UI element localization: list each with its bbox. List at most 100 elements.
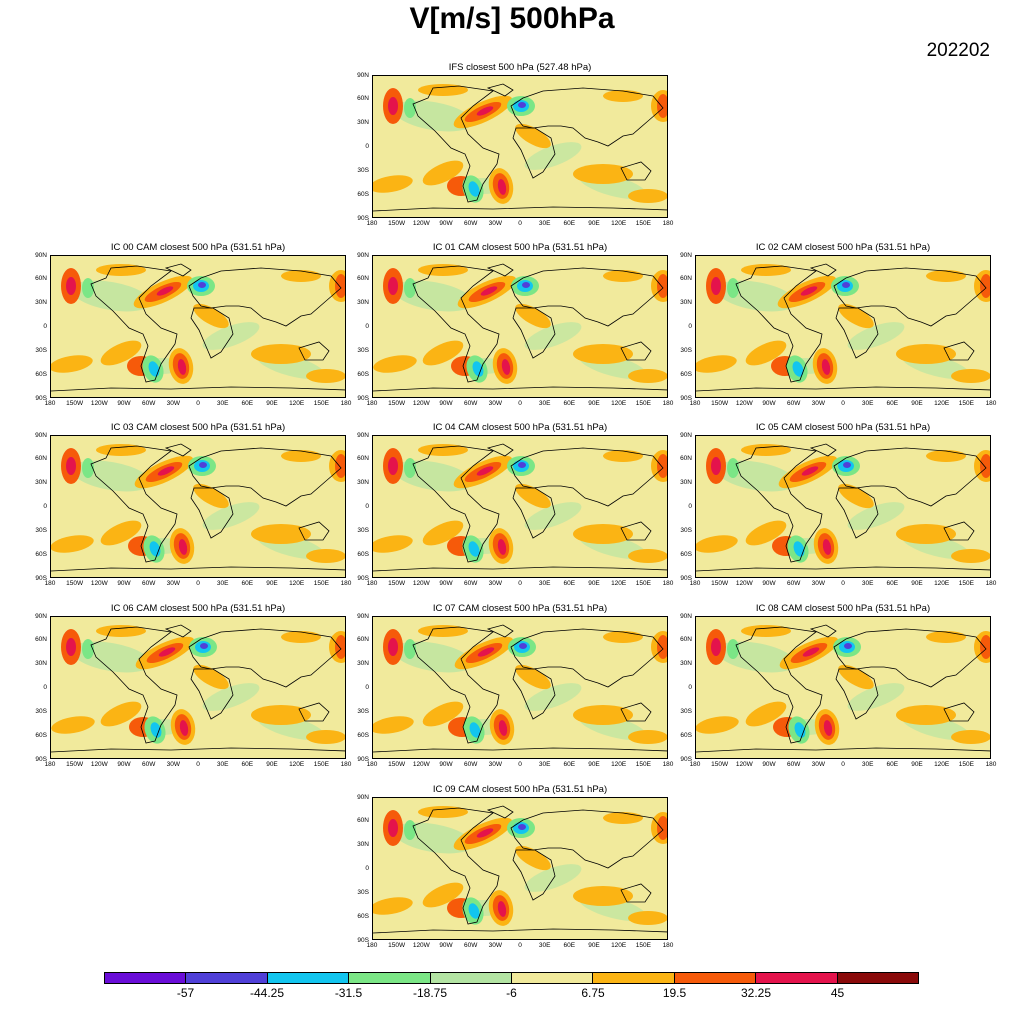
lon-tick-label: 60E	[886, 761, 899, 768]
lon-tick-label: 120E	[934, 580, 950, 587]
lon-tick-label: 180	[366, 942, 378, 949]
map-panel-ic07: IC 07 CAM closest 500 hPa (531.51 hPa)	[372, 603, 668, 769]
lon-tick-label: 30W	[811, 400, 826, 407]
lon-tick-label: 60W	[463, 400, 478, 407]
lon-tick-label: 150W	[388, 220, 406, 227]
lat-tick-label: 90N	[357, 71, 369, 79]
lon-tick-label: 150E	[635, 942, 651, 949]
lon-tick-label: 120W	[735, 400, 753, 407]
lon-tick-label: 90E	[266, 761, 278, 768]
map-plot	[50, 255, 346, 398]
lon-tick-label: 180	[662, 400, 674, 407]
lon-tick-label: 90W	[439, 400, 453, 407]
lat-tick-label: 0	[365, 323, 369, 330]
lat-tick-label: 30N	[680, 479, 692, 487]
lon-tick-label: 180	[985, 761, 997, 768]
lon-tick-label: 90W	[439, 942, 453, 949]
lat-tick-label: 60N	[680, 275, 692, 283]
lon-tick-label: 30E	[538, 400, 551, 407]
lon-tick-label: 180	[44, 580, 56, 587]
lat-tick-label: 90N	[357, 612, 369, 620]
lon-tick-label: 90W	[762, 400, 776, 407]
lat-tick-label: 0	[365, 684, 369, 691]
colorbar-segment	[674, 973, 757, 983]
lon-tick-label: 150E	[313, 761, 329, 768]
lat-tick-label: 30S	[680, 346, 692, 354]
panel-title: IC 05 CAM closest 500 hPa (531.51 hPa)	[755, 422, 931, 433]
lat-tick-label: 60N	[357, 275, 369, 283]
lon-tick-label: 90E	[588, 220, 600, 227]
lon-tick-label: 60E	[241, 580, 254, 587]
colorbar-segment	[349, 973, 431, 983]
map-panel-ic05: IC 05 CAM closest 500 hPa (531.51 hPa)	[695, 422, 991, 588]
lon-tick-label: 180	[366, 220, 378, 227]
lon-tick-label: 90W	[762, 580, 776, 587]
lon-tick-label: 120W	[412, 400, 430, 407]
lon-tick-label: 0	[518, 942, 522, 949]
panel-title: IC 04 CAM closest 500 hPa (531.51 hPa)	[432, 422, 608, 433]
lat-tick-label: 90S	[35, 755, 47, 763]
lat-tick-label: 30N	[680, 299, 692, 307]
colorbar-segment	[512, 973, 594, 983]
lon-tick-label: 150W	[711, 400, 729, 407]
lon-tick-label: 0	[518, 580, 522, 587]
lon-tick-label: 120W	[412, 761, 430, 768]
lon-tick-label: 150W	[66, 580, 84, 587]
lon-tick-label: 30E	[538, 580, 551, 587]
lat-tick-label: 30N	[357, 119, 369, 127]
lon-tick-label: 180	[340, 400, 352, 407]
lon-tick-label: 120E	[611, 761, 627, 768]
lon-tick-label: 180	[366, 761, 378, 768]
figure-title: V[m/s] 500hPa	[409, 2, 615, 35]
colorbar-segment	[430, 973, 513, 983]
lon-tick-label: 60E	[886, 400, 899, 407]
lon-tick-label: 90W	[439, 761, 453, 768]
lon-tick-label: 180	[44, 761, 56, 768]
lat-tick-label: 60N	[35, 275, 47, 283]
lat-tick-label: 0	[43, 684, 47, 691]
colorbar-label: -6	[506, 986, 517, 1000]
lon-tick-label: 150W	[66, 400, 84, 407]
lon-tick-label: 90E	[266, 580, 278, 587]
map-plot	[372, 616, 668, 759]
colorbar	[104, 972, 919, 984]
lon-tick-label: 150E	[313, 400, 329, 407]
panel-title: IC 01 CAM closest 500 hPa (531.51 hPa)	[432, 242, 608, 253]
lon-tick-label: 150E	[313, 580, 329, 587]
lat-tick-label: 30S	[35, 346, 47, 354]
colorbar-segment	[593, 973, 675, 983]
lon-tick-label: 0	[518, 400, 522, 407]
lat-tick-label: 90S	[35, 394, 47, 402]
lat-tick-label: 90N	[35, 431, 47, 439]
lon-tick-label: 30E	[538, 942, 551, 949]
lon-tick-label: 30W	[488, 400, 503, 407]
lon-tick-label: 30W	[811, 761, 826, 768]
lon-tick-label: 30E	[538, 761, 551, 768]
lon-tick-label: 120E	[934, 400, 950, 407]
lon-tick-label: 150W	[711, 580, 729, 587]
lon-tick-label: 90W	[117, 400, 131, 407]
lon-tick-label: 0	[196, 400, 200, 407]
lon-tick-label: 180	[44, 400, 56, 407]
lon-tick-label: 180	[340, 580, 352, 587]
panel-title: IFS closest 500 hPa (527.48 hPa)	[448, 62, 592, 73]
lat-tick-label: 90N	[357, 431, 369, 439]
lon-tick-label: 30W	[811, 580, 826, 587]
lon-tick-label: 30W	[166, 580, 181, 587]
panel-title: IC 00 CAM closest 500 hPa (531.51 hPa)	[110, 242, 286, 253]
lat-tick-label: 90N	[680, 431, 692, 439]
map-plot	[372, 797, 668, 940]
lat-tick-label: 60S	[357, 370, 369, 378]
colorbar-label: -57	[176, 986, 195, 1000]
lon-tick-label: 180	[366, 400, 378, 407]
lon-tick-label: 150E	[635, 400, 651, 407]
colorbar-label: 19.5	[662, 986, 687, 1000]
lon-tick-label: 60W	[786, 761, 801, 768]
lat-tick-label: 90S	[35, 574, 47, 582]
lon-tick-label: 90W	[117, 761, 131, 768]
lon-tick-label: 60E	[563, 220, 576, 227]
lat-tick-label: 60S	[357, 550, 369, 558]
lat-tick-label: 90N	[35, 251, 47, 259]
lat-tick-label: 60N	[35, 455, 47, 463]
lat-tick-label: 90S	[357, 394, 369, 402]
